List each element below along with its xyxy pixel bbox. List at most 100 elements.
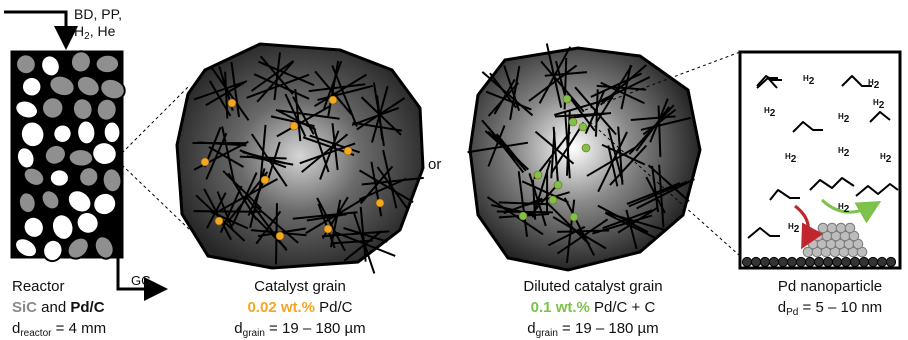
carbon-fibers-diluted — [467, 43, 695, 264]
fiber — [208, 146, 244, 168]
h2-label: H2 — [803, 74, 815, 87]
diluted-grain-d-sub: grain — [535, 328, 558, 339]
fiber — [277, 109, 340, 120]
catalyst-grain-d: d — [234, 320, 243, 337]
fiber — [467, 141, 529, 154]
fiber — [335, 231, 396, 257]
sic-particle — [78, 166, 100, 188]
fiber — [360, 96, 402, 136]
fiber — [657, 105, 662, 157]
fiber — [547, 225, 586, 247]
pd-dot-orange — [343, 146, 353, 156]
nanoparticle-panel — [738, 50, 902, 270]
fiber — [210, 66, 250, 121]
reactor-title: Reactor — [12, 278, 65, 295]
support-sphere — [840, 256, 852, 268]
catalyst-grain-caption: Catalyst grain 0.02 wt.% Pd/C dgrain = 1… — [215, 276, 385, 339]
fiber — [322, 230, 390, 238]
red-arrow — [794, 204, 824, 250]
fiber — [597, 204, 649, 234]
fiber — [630, 115, 676, 122]
fiber — [556, 218, 609, 255]
fiber — [503, 65, 521, 111]
fiber — [284, 93, 307, 138]
h2-label: H2 — [788, 222, 800, 235]
nanoparticle-title: Pd nanoparticle — [777, 278, 883, 295]
fiber — [651, 165, 660, 213]
catalyst-grain — [175, 42, 425, 274]
pd-atom — [835, 222, 847, 234]
fiber — [553, 96, 614, 116]
reactor-d-sub: reactor — [20, 328, 52, 339]
pd-dot-orange — [323, 224, 333, 234]
feed-line1: BD, PP, — [74, 6, 122, 22]
fiber — [308, 83, 366, 93]
pd-cluster — [802, 222, 868, 258]
pdc-particle — [42, 238, 64, 263]
fiber — [600, 81, 645, 105]
pdc-particle — [102, 120, 122, 145]
reactor-tube — [10, 50, 126, 263]
pdc-particle — [48, 168, 70, 188]
pdc-particle — [50, 213, 75, 241]
fiber — [371, 85, 389, 143]
pd-dot-green — [568, 117, 578, 127]
fiber — [250, 60, 295, 92]
fiber — [208, 80, 232, 117]
support-sphere — [867, 256, 879, 268]
fiber — [628, 104, 675, 155]
diluted-grain-caption: Diluted catalyst grain 0.1 wt.% Pd/C + C… — [498, 276, 688, 339]
fiber — [294, 88, 302, 142]
feed-label: BD, PP, H2, He — [74, 6, 122, 42]
pdc-particle — [21, 75, 43, 98]
pdc-particle — [76, 119, 97, 146]
fiber — [628, 180, 688, 208]
sic-particle — [15, 53, 37, 76]
pd-dot-orange — [260, 175, 270, 185]
fiber — [563, 197, 596, 256]
pd-dot-green — [548, 195, 558, 205]
fiber — [358, 177, 407, 201]
sic-particle — [101, 167, 123, 194]
sic-particle — [75, 74, 101, 98]
fiber — [361, 176, 424, 186]
fiber — [222, 170, 262, 210]
pd-dot-green — [562, 94, 572, 104]
h2-label: H2 — [880, 152, 892, 165]
h2-label: H2 — [838, 146, 850, 159]
reactor-caption: Reactor SiC and Pd/C dreactor = 4 mm — [12, 276, 106, 339]
fiber — [319, 130, 340, 180]
feed-h-sub: 2 — [84, 31, 90, 42]
pd-particles-orange — [200, 95, 385, 241]
fiber — [554, 112, 608, 118]
fiber — [359, 206, 367, 262]
fiber — [509, 65, 521, 120]
fiber — [584, 90, 606, 135]
fiber — [343, 230, 383, 262]
reactor-packing — [14, 50, 126, 263]
fiber — [481, 119, 527, 172]
nanoparticle-caption: Pd nanoparticle dPd = 5 – 10 nm — [760, 276, 900, 318]
support-sphere — [768, 256, 780, 268]
reactor-d: d — [12, 320, 21, 337]
reactor-and: and — [37, 299, 71, 316]
diluted-grain-title: Diluted catalyst grain — [523, 278, 663, 295]
reactor-pdc: Pd/C — [70, 299, 105, 316]
pdc-particle — [92, 191, 118, 217]
fiber — [323, 60, 343, 110]
support-sphere — [876, 256, 888, 268]
feed-h: H — [74, 23, 85, 39]
or-label: or — [428, 156, 442, 173]
diluted-catalyst-grain — [467, 43, 702, 272]
carbon-fibers — [192, 52, 424, 274]
gc-label: GC — [131, 273, 151, 288]
fiber — [358, 169, 414, 203]
support-sphere — [750, 256, 762, 268]
fiber — [193, 80, 248, 101]
h2-label: H2 — [838, 112, 850, 125]
pdc-particle — [66, 189, 93, 214]
fiber — [331, 65, 358, 127]
pd-dot-orange — [275, 231, 285, 241]
fiber — [503, 197, 543, 215]
